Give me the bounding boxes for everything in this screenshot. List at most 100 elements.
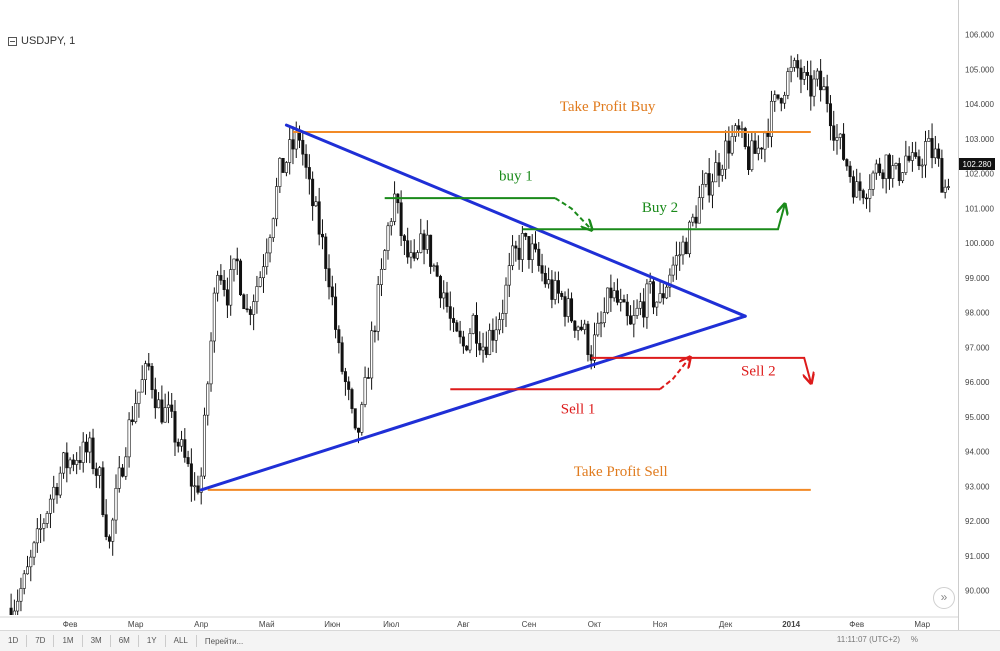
candle-body [622,299,626,303]
candle-body [766,132,770,137]
candle-body [111,519,115,542]
candle-body [294,131,298,150]
candle-body [730,136,734,154]
candle-body [596,322,600,336]
candle-body [602,312,606,324]
price-chart[interactable]: 106.000 105.000 104.000 103.000 102.000 101.0… [0,0,1000,630]
candle-body [894,163,898,166]
percent-scale-button[interactable]: % [910,635,918,644]
candle-body [98,467,102,476]
y-tick-label: 93.000 [965,482,990,491]
candle-body [835,137,839,141]
candle-body [461,336,465,347]
candle-body [347,381,351,390]
candle-body [937,148,941,159]
x-tick-label: Мар [128,620,144,629]
candle-body [504,284,508,314]
candle-body [763,132,767,150]
x-tick-label: 2014 [782,620,800,629]
candle-body [320,233,324,238]
candle-body [635,307,639,316]
candle-body [78,460,82,463]
candle-body [904,155,908,173]
candle-body [75,460,79,465]
range-button-7d[interactable]: 7D [27,635,55,647]
sell-2-label: Sell 2 [741,363,776,379]
candle-body [370,330,374,379]
candle-body [845,159,849,167]
candle-body [442,292,446,299]
candle-body [609,287,613,299]
x-tick-label: Июн [324,620,340,629]
candle-body [9,607,13,615]
candle-body [540,265,544,274]
candle-body [484,346,488,355]
candle-body [724,140,728,170]
candle-body [747,146,751,171]
candle-body [471,314,475,334]
candle-body [694,216,698,224]
candle-body [91,437,95,470]
candle-body [124,456,128,477]
minus-box-icon[interactable] [8,36,17,46]
candle-body [701,184,705,198]
candle-body [412,252,416,259]
x-tick-label: Фев [63,620,78,629]
candle-body [838,133,842,138]
candle-body [927,138,931,142]
range-button-all[interactable]: ALL [166,635,197,647]
candle-body [507,265,511,286]
candle-body [697,197,701,224]
x-tick-label: Сен [522,620,537,629]
buy-2-path [522,205,784,231]
y-tick-label: 94.000 [965,448,990,457]
candle-body [176,441,180,447]
candle-body [878,163,882,174]
range-button-1y[interactable]: 1Y [139,635,166,647]
candle-body [553,280,557,300]
candle-body [543,272,547,285]
candle-body [327,268,331,288]
candle-body [32,542,36,558]
x-tick-label: Май [259,620,275,629]
candle-body [180,439,184,447]
candle-body [865,197,869,200]
candle-body [45,513,49,524]
candle-body [822,86,826,91]
candle-body [337,329,341,344]
candle-body [366,377,370,379]
buy-1-dashed-arrow [554,197,591,229]
range-button-6m[interactable]: 6M [111,635,139,647]
candle-body [288,139,292,163]
candle-body [874,163,878,174]
clock-readout: 11:11:07 (UTC+2) [836,635,900,644]
candle-body [386,225,390,251]
candle-body [419,233,423,253]
candle-body [688,221,692,255]
candle-body [245,308,249,311]
candle-body [22,573,26,589]
candle-body [743,128,747,147]
goto-date-button[interactable]: Перейти... [204,636,244,646]
candle-body [868,189,872,199]
candle-body [209,340,213,385]
candle-body [130,419,134,422]
candle-body [104,514,108,538]
candle-body [242,294,246,310]
y-tick-label: 102.000 [965,170,994,179]
candle-body [278,157,282,187]
symbol-header: USDJPY, 1 [8,35,75,47]
candle-body [717,162,721,176]
y-tick-label: 99.000 [965,274,990,283]
candle-body [425,234,429,250]
double-chevron-right-icon[interactable]: » [933,587,955,609]
candle-body [16,600,20,612]
candle-body [789,67,793,72]
range-button-3m[interactable]: 3M [83,635,111,647]
range-button-1d[interactable]: 1D [0,635,28,647]
range-button-1m[interactable]: 1M [54,635,83,647]
candle-body [222,280,226,291]
candle-body [524,233,528,237]
candle-body [324,236,328,269]
candle-body [851,176,855,198]
